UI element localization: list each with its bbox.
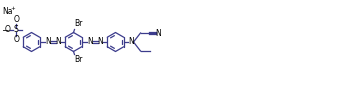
Text: N: N	[55, 37, 61, 46]
Text: N: N	[128, 37, 134, 46]
Text: O: O	[13, 15, 19, 24]
Text: Br: Br	[75, 56, 83, 65]
Text: S: S	[13, 26, 18, 35]
Text: N: N	[87, 37, 93, 46]
Text: O: O	[13, 35, 19, 44]
Text: Br: Br	[75, 19, 83, 28]
Text: −: −	[1, 26, 9, 35]
Text: +: +	[11, 6, 15, 11]
Text: Na: Na	[2, 6, 13, 15]
Text: N: N	[45, 37, 51, 46]
Text: O: O	[5, 26, 11, 35]
Text: N: N	[156, 28, 161, 37]
Text: N: N	[97, 37, 103, 46]
